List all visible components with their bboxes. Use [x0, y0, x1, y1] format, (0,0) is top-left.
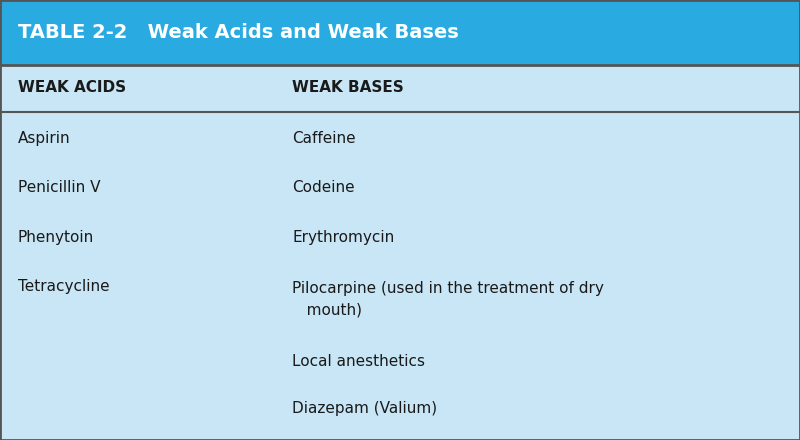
FancyBboxPatch shape — [0, 0, 800, 65]
Text: Tetracycline: Tetracycline — [18, 279, 110, 294]
Text: Penicillin V: Penicillin V — [18, 180, 100, 195]
Text: Aspirin: Aspirin — [18, 131, 70, 146]
Text: WEAK ACIDS: WEAK ACIDS — [18, 81, 126, 95]
Text: Caffeine: Caffeine — [292, 131, 356, 146]
Text: TABLE 2-2   Weak Acids and Weak Bases: TABLE 2-2 Weak Acids and Weak Bases — [18, 23, 458, 42]
Text: Erythromycin: Erythromycin — [292, 230, 394, 245]
Text: WEAK BASES: WEAK BASES — [292, 81, 404, 95]
Text: Local anesthetics: Local anesthetics — [292, 354, 425, 369]
Text: Phenytoin: Phenytoin — [18, 230, 94, 245]
Text: Codeine: Codeine — [292, 180, 354, 195]
Text: Pilocarpine (used in the treatment of dry
   mouth): Pilocarpine (used in the treatment of dr… — [292, 281, 604, 317]
Text: Diazepam (Valium): Diazepam (Valium) — [292, 401, 437, 416]
